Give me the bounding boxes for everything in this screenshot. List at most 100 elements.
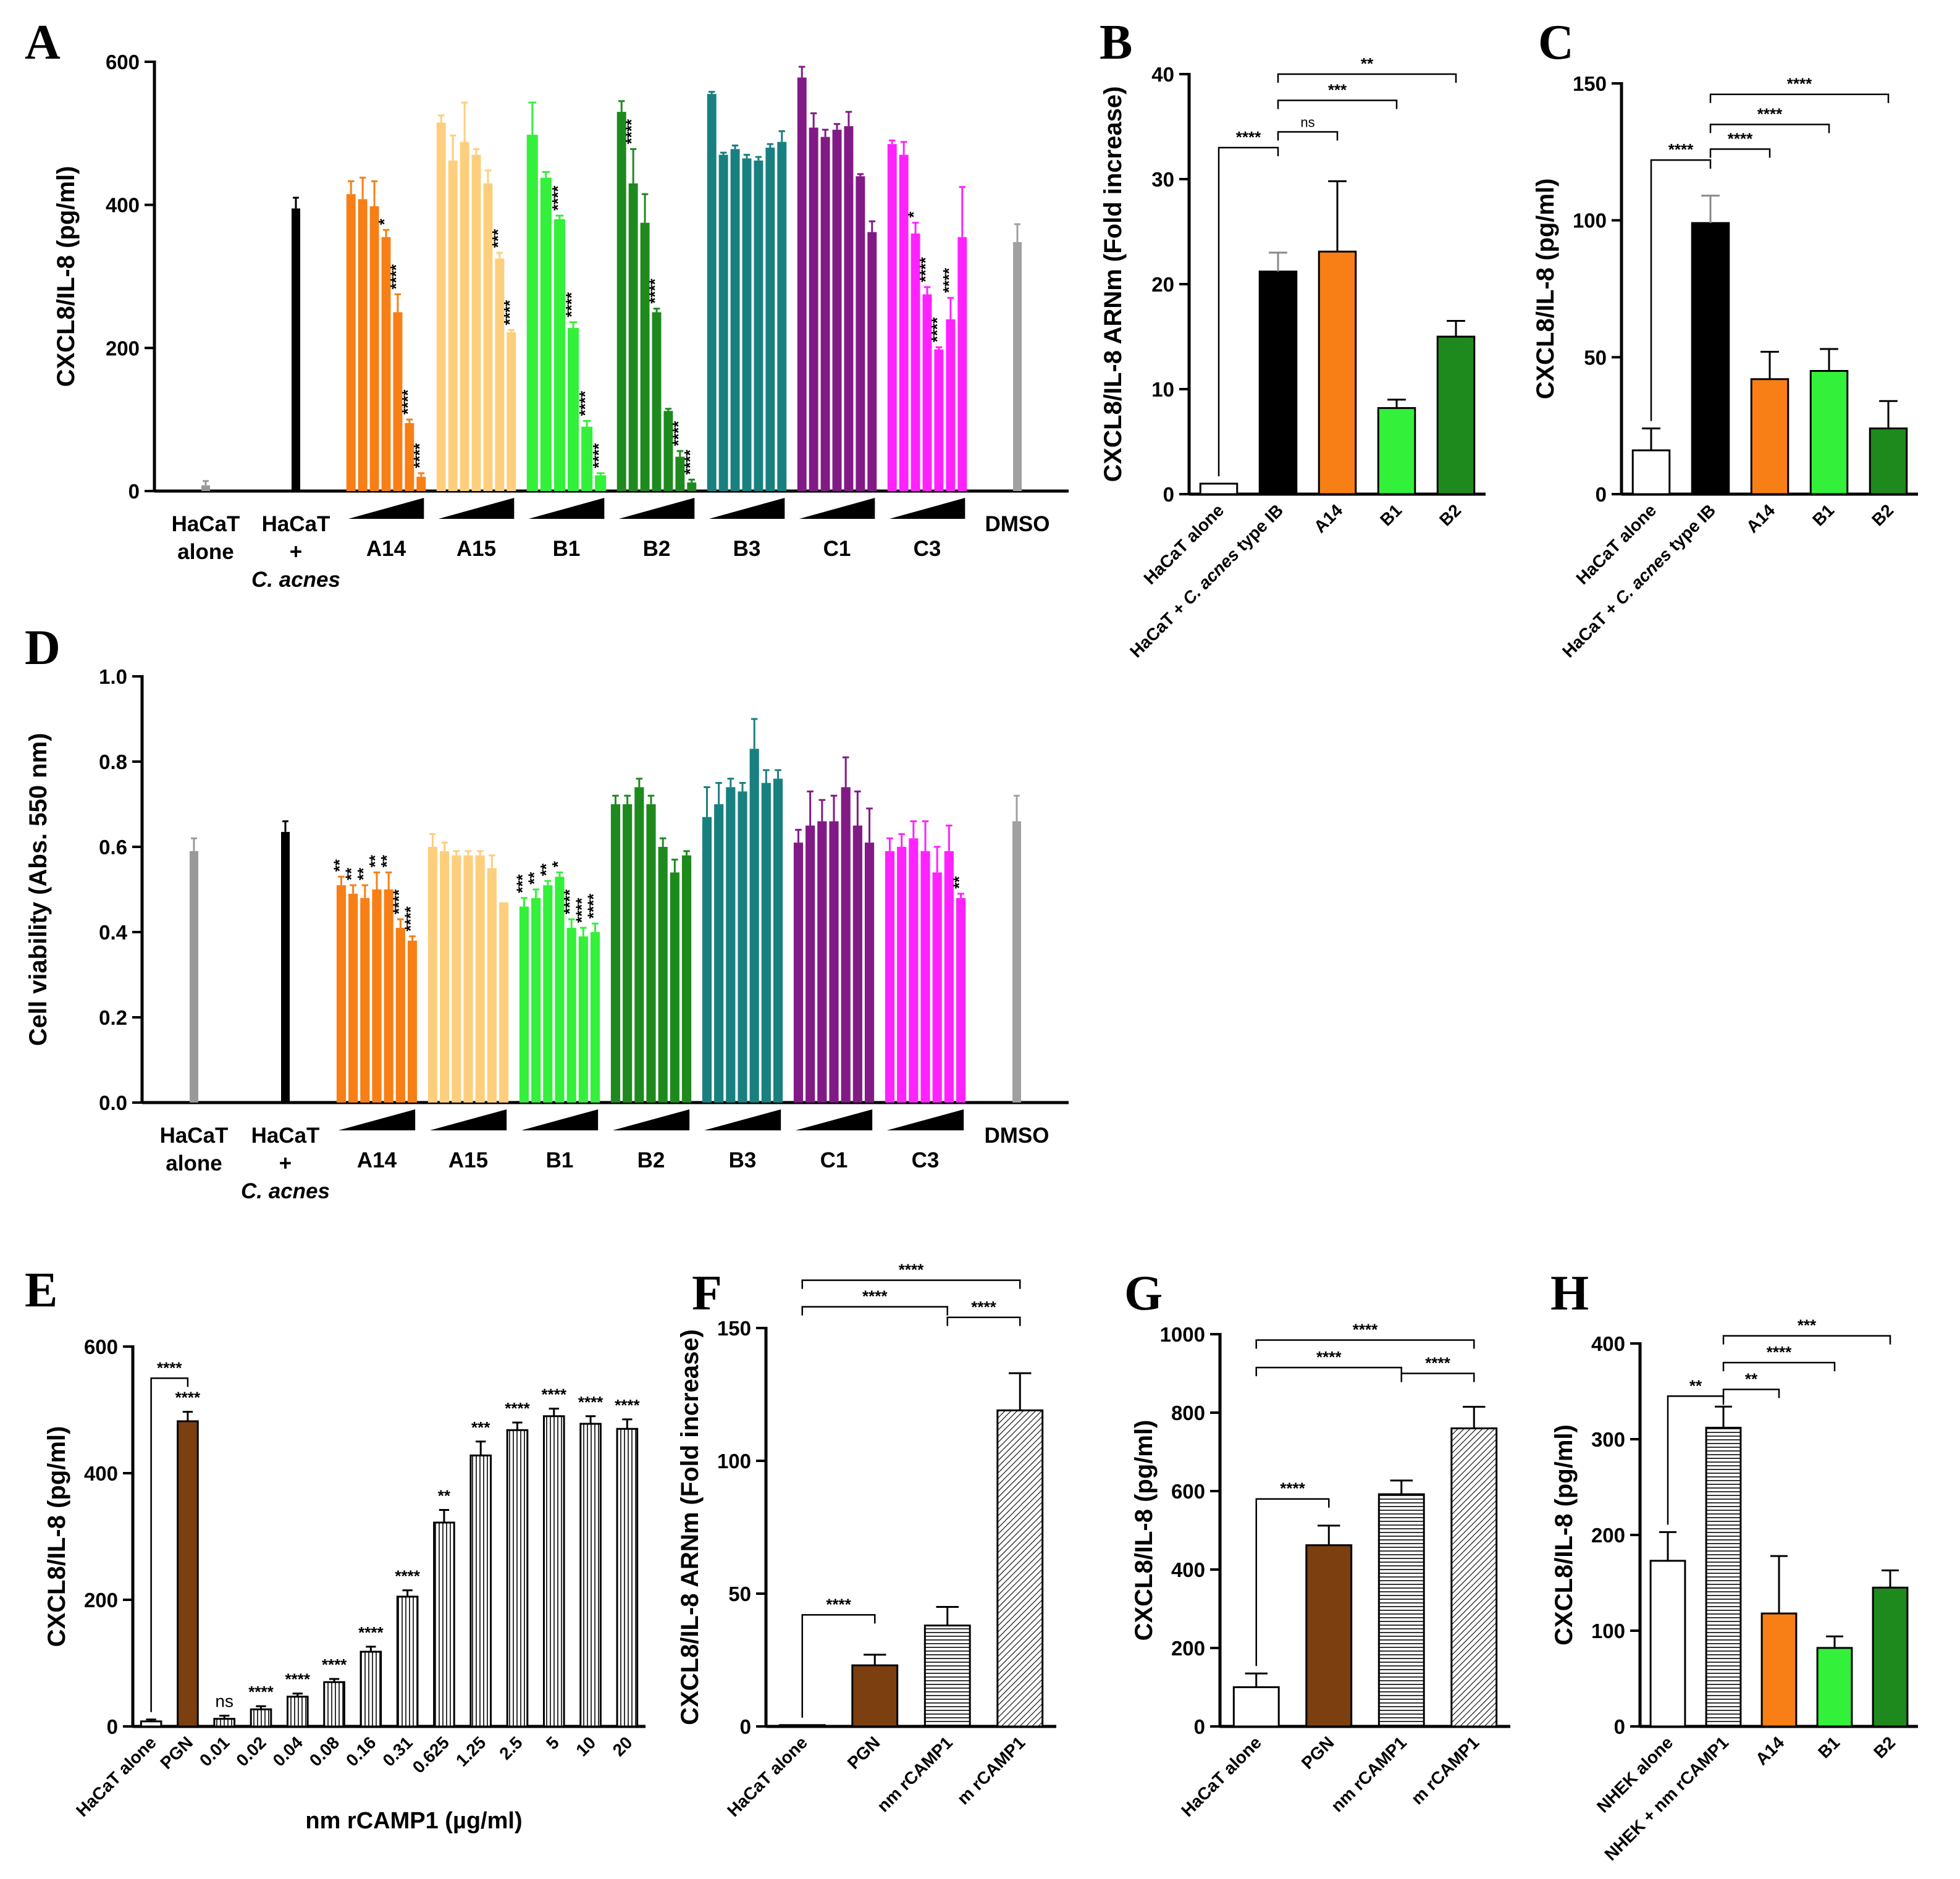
significance-bracket: **** [1722, 1343, 1836, 1371]
bar-group-c3: *************C3 [887, 139, 967, 561]
bar [463, 855, 473, 1103]
bar [440, 851, 450, 1103]
y-axis-title: Cell viability (Abs. 550 nm) [25, 733, 52, 1046]
y-tick-label: 20 [1151, 273, 1174, 296]
bar [640, 222, 650, 491]
bar-b1: B1 [1814, 1635, 1853, 1762]
y-tick-label: 0.0 [99, 1091, 127, 1114]
panel-d: D 0.0 0.2 0.4 0.6 0.8 1.0 Cell viability (Abs. … [25, 621, 1069, 1203]
bar [531, 897, 541, 1103]
bracket-line [1277, 73, 1457, 83]
bar-group-dmso: DMSO [985, 223, 1050, 536]
y-tick-label: 600 [1171, 1480, 1205, 1503]
panel-f: F 0 50 100 150 CXCL8/IL-8 ARNm (Fold increase… [676, 1261, 1056, 1820]
bar [542, 1415, 565, 1728]
significance-stars: *** [1328, 81, 1347, 99]
significance-stars: **** [622, 119, 641, 144]
dose-wedge [438, 498, 515, 519]
dose-wedge [348, 498, 424, 519]
category-label: m rCAMP1 [1407, 1733, 1483, 1808]
bar-pgn: **** PGN [156, 1389, 201, 1773]
significance-stars: **** [584, 893, 603, 918]
y-tick-label: 200 [1591, 1524, 1625, 1547]
significance-stars: **** [398, 389, 417, 414]
y-tick-label: 0.2 [99, 1006, 127, 1029]
significance-bracket: *** [1722, 1316, 1891, 1345]
bar [957, 237, 967, 491]
bar-hacat-c-acnes-type-ib: HaCaT + C. acnes type IB [1126, 251, 1298, 661]
significance-stars: **** [669, 421, 688, 446]
significance-bracket: **** [801, 1261, 1021, 1289]
bar [652, 312, 662, 491]
significance-stars: **** [395, 1567, 420, 1586]
bar [407, 940, 418, 1103]
panel-label: F [692, 1266, 722, 1321]
y-tick-label: 200 [1171, 1637, 1205, 1660]
category-label: 0.625 [409, 1733, 453, 1776]
bar [923, 1625, 971, 1728]
bar-0-01: ns 0.01 [196, 1692, 236, 1770]
bar [506, 1429, 529, 1728]
bar [190, 851, 198, 1103]
category-label: A14 [366, 537, 406, 561]
bar-group-hacat: HaCaT alone [160, 837, 229, 1175]
bar-pgn: PGN [1298, 1524, 1353, 1773]
bar [797, 77, 807, 491]
bar [436, 122, 446, 492]
bar [920, 851, 930, 1103]
bar [1691, 222, 1730, 495]
category-label: C3 [912, 1148, 940, 1172]
category-label: B1 [546, 1148, 574, 1172]
significance-stars: **** [1728, 129, 1753, 148]
bar-group-b2: **** **** **** **** B2 [616, 100, 699, 561]
bar [809, 127, 818, 492]
bar [765, 148, 775, 491]
category-label: C3 [914, 537, 941, 561]
bar [579, 1423, 602, 1728]
significance-stars: **** [402, 906, 420, 931]
category-label: B1 [553, 537, 581, 561]
bar [469, 1454, 492, 1728]
bar [922, 294, 932, 491]
dose-wedge [709, 498, 785, 519]
bar-b2: B2 [1870, 1569, 1909, 1762]
significance-stars: **** [1757, 105, 1783, 124]
significance-bracket: ** [1722, 1369, 1780, 1398]
bar [526, 135, 538, 491]
y-tick-label: 1000 [1160, 1323, 1205, 1346]
significance-bracket: **** [150, 1358, 189, 1712]
y-tick-label: 0 [1596, 483, 1607, 506]
bar [628, 183, 638, 491]
panel-label: D [25, 621, 61, 675]
significance-bracket: ns [1277, 115, 1339, 141]
y-tick-label: 100 [717, 1450, 751, 1473]
bar [687, 482, 697, 491]
bar [578, 936, 588, 1103]
y-tick-label: 30 [1151, 168, 1174, 191]
bar [1012, 821, 1021, 1103]
bar [634, 787, 644, 1103]
bar [250, 1708, 272, 1728]
category-label: HaCaT [160, 1124, 229, 1148]
bar [555, 876, 565, 1103]
bracket-line [1255, 1339, 1475, 1349]
bar [405, 422, 414, 491]
bar [286, 1696, 309, 1728]
bar [483, 183, 493, 491]
bar-1-25: *** 1.25 [452, 1418, 492, 1770]
significance-stars: ** [342, 867, 361, 880]
bar [761, 783, 771, 1103]
significance-stars: **** [1767, 1343, 1792, 1361]
bar-group-b1: **** **** **** **** B1 [526, 101, 608, 561]
significance-stars: **** [1280, 1479, 1305, 1498]
bracket-line [946, 1316, 1021, 1326]
significance-stars: ** [1689, 1376, 1702, 1395]
bar [323, 1681, 345, 1728]
bar-0-04: **** 0.04 [269, 1670, 311, 1770]
bar-a14: A14 [1752, 1555, 1798, 1769]
bar [1750, 378, 1790, 495]
bar [553, 219, 565, 491]
significance-stars: **** [681, 449, 699, 474]
y-tick-label: 50 [1584, 346, 1607, 369]
